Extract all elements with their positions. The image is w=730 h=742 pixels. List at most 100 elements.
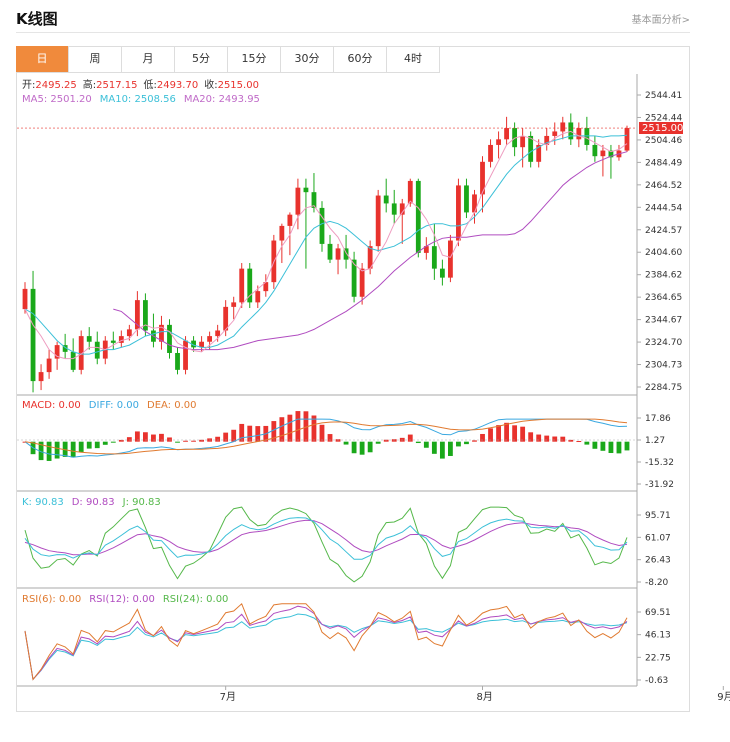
candle-body xyxy=(496,139,501,145)
page-title: K线图 xyxy=(16,10,58,28)
candle-body xyxy=(207,336,213,342)
y-tick-label: 2484.49 xyxy=(645,158,682,168)
macd-bar xyxy=(175,441,180,443)
macd-bar xyxy=(231,429,237,442)
y-tick-label: 2404.60 xyxy=(645,248,682,258)
candle-body xyxy=(199,341,204,348)
macd-bar xyxy=(167,437,172,442)
macd-bar xyxy=(576,441,582,443)
y-tick-label: -8.20 xyxy=(645,578,669,588)
candle-body xyxy=(592,144,598,157)
macd-bar xyxy=(239,423,245,442)
macd-bar xyxy=(126,437,132,442)
candle-body xyxy=(118,336,124,343)
indicator-lines xyxy=(24,130,628,681)
macd-bar xyxy=(448,441,453,456)
tab-15min[interactable]: 15分 xyxy=(228,46,281,73)
tab-30min[interactable]: 30分 xyxy=(281,46,334,73)
candle-body xyxy=(367,246,373,269)
macd-bar xyxy=(407,434,413,442)
macd-bar xyxy=(456,441,461,447)
macd-bar xyxy=(311,415,317,442)
y-tick-label: 2544.41 xyxy=(645,91,682,101)
rsi12-line xyxy=(24,605,628,681)
k-line xyxy=(24,517,628,560)
ma-legend: MA5: 2501.20 MA10: 2508.56 MA20: 2493.95 xyxy=(22,94,260,105)
y-tick-label: 2524.44 xyxy=(645,113,682,123)
candle-body xyxy=(480,161,485,195)
candle-body xyxy=(247,268,253,303)
macd-bar xyxy=(383,439,389,442)
candle-body xyxy=(62,345,68,352)
period-tabs: 日 周 月 5分 15分 30分 60分 4时 xyxy=(16,46,440,73)
macd-bar xyxy=(255,426,261,442)
macd-bar xyxy=(287,414,293,442)
y-tick-label: 46.13 xyxy=(645,631,671,641)
macd-bar xyxy=(512,425,518,442)
divider xyxy=(16,32,690,33)
y-tick-label: 2384.62 xyxy=(645,271,682,281)
candle-body xyxy=(448,240,453,278)
macd-bar xyxy=(223,432,229,442)
rsi6-line xyxy=(24,602,628,681)
kdj-legend: K: 90.83 D: 90.83 J: 90.83 xyxy=(22,497,161,508)
candle-body xyxy=(94,341,100,359)
y-tick-label: 2324.70 xyxy=(645,338,682,348)
y-tick-label: 2424.57 xyxy=(645,226,682,236)
candle-body xyxy=(319,207,325,244)
macd-bar xyxy=(367,441,373,453)
fundamental-analysis-link[interactable]: 基本面分析> xyxy=(631,15,690,26)
macd-bar xyxy=(560,436,566,442)
candle-body xyxy=(456,185,461,241)
tab-60min[interactable]: 60分 xyxy=(334,46,387,73)
axes: 2544.41 2524.44 2504.46 2484.49 2464.52 2444.… xyxy=(17,74,730,703)
macd-bar xyxy=(54,441,60,459)
macd-bar xyxy=(295,411,301,442)
macd-bar xyxy=(464,441,469,445)
macd-bar xyxy=(303,411,309,442)
macd-bar xyxy=(584,441,590,445)
macd-bar xyxy=(480,433,485,442)
candle-body xyxy=(159,324,164,342)
y-tick-label: 17.86 xyxy=(645,414,671,424)
tab-month[interactable]: 月 xyxy=(122,46,175,73)
macd-bar xyxy=(319,424,325,442)
candle-body xyxy=(431,246,437,269)
macd-bar xyxy=(327,434,333,442)
d-line xyxy=(24,519,628,556)
y-tick-label: 2504.46 xyxy=(645,136,682,146)
candle-body xyxy=(239,268,245,303)
macd-bar xyxy=(102,441,108,445)
candle-body xyxy=(38,372,44,382)
tab-week[interactable]: 周 xyxy=(69,46,122,73)
x-tick-label: 7月 xyxy=(220,691,236,703)
macd-bar xyxy=(134,431,140,442)
candle-body xyxy=(415,180,421,253)
macd-bar xyxy=(616,441,622,454)
candle-body xyxy=(263,282,269,292)
macd-bar xyxy=(592,441,598,449)
candle-body xyxy=(512,128,518,148)
candle-body xyxy=(167,324,172,353)
macd-bar xyxy=(110,441,116,443)
candle-body xyxy=(78,336,84,370)
ma5-line xyxy=(24,130,628,360)
macd-bar xyxy=(215,436,221,442)
candle-body xyxy=(608,150,614,158)
macd-bar xyxy=(359,441,365,455)
candle-body xyxy=(30,288,36,382)
candle-body xyxy=(351,259,357,297)
macd-bar xyxy=(423,441,429,448)
candle-body xyxy=(143,300,148,331)
macd-bar xyxy=(46,441,52,461)
tab-day[interactable]: 日 xyxy=(16,46,69,73)
macd-bar xyxy=(351,441,357,454)
tab-5min[interactable]: 5分 xyxy=(175,46,228,73)
tab-4hour[interactable]: 4时 xyxy=(387,46,440,73)
candle-body xyxy=(488,144,493,162)
macd-bar xyxy=(118,439,124,442)
macd-bar xyxy=(415,441,421,444)
candle-body xyxy=(54,345,60,359)
candle-body xyxy=(70,351,76,370)
